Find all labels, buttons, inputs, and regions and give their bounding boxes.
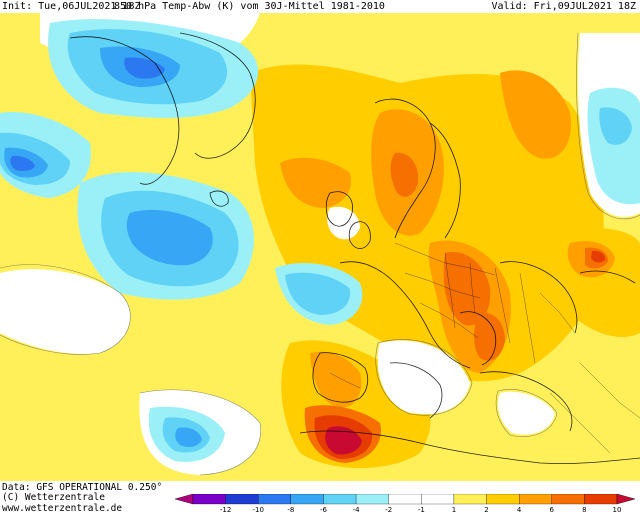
anomaly-darkorange-norway [390,152,419,197]
legend-arrow-left [175,494,194,505]
anomaly-darkred-iberia-core [325,426,362,455]
legend-tick-label: -6 [320,506,328,514]
legend-tick-label: 10 [613,506,622,514]
legend-tick-label: 2 [484,506,488,514]
copyright: (C) Wetterzentrale [2,492,105,503]
coastlines [69,32,640,464]
temperature-anomaly-map [0,13,640,481]
legend-cell [519,494,552,505]
legend-tick-label: -1 [418,506,425,514]
website-link[interactable]: www.wetterzentrale.de [2,503,123,514]
country-borders [329,242,640,454]
anomaly-sky-atlantic-core [126,209,213,266]
anomaly-white-mediterranean [377,340,470,415]
legend-cell [551,494,585,505]
anomaly-white-atlantic [0,269,131,354]
anomaly-white-turkey [498,391,555,435]
legend-tick-label: 4 [517,506,522,514]
valid-time: Valid: Fri,09JUL2021 18Z [491,1,636,12]
map-title: 850 hPa Temp-Abw (K) vom 30J-Mittel 1981… [114,1,385,12]
init-time: Init: Tue,06JUL2021 18Z [2,1,141,12]
anomaly-orange-russia [500,70,571,159]
legend-cell [486,494,520,505]
legend-cells [192,494,618,505]
legend-tick-label: 1 [452,506,456,514]
anomaly-orange-north-sea [280,157,351,208]
legend-tick-label: -2 [385,506,392,514]
legend-cell [192,494,226,505]
legend-tick-label: -12 [220,506,231,514]
legend-cell [355,494,389,505]
anomaly-blue-labrador-core [10,155,36,171]
anomaly-cyan-east [599,107,632,145]
legend-cell [258,494,291,505]
data-source: Data: GFS OPERATIONAL 0.250° [2,482,163,493]
anomaly-sky-south [175,427,202,448]
legend-cell [421,494,455,505]
legend-tick-label: 8 [582,506,586,514]
legend-tick-label: -8 [287,506,294,514]
legend-cell [584,494,618,505]
legend-tick-label: -10 [253,506,264,514]
legend-tick-label: -4 [353,506,361,514]
anomaly-darkorange-greece [474,312,505,361]
legend-tick-label: 6 [550,506,555,514]
legend-cell [290,494,324,505]
legend-ticks: -12-10-8-6-4-2-1124681012 [220,506,622,514]
legend-cell [453,494,487,505]
zero-contours [0,32,640,476]
legend-cell [388,494,422,505]
legend-cell [225,494,259,505]
anomaly-orange-iberia [310,351,362,408]
color-scale-legend: -12-10-8-6-4-2-1124681012 [175,494,635,514]
legend-arrow-right [616,494,635,505]
anomaly-cyan-biscay [285,272,351,315]
legend-cell [323,494,357,505]
anomaly-red-caucasus [591,250,606,263]
